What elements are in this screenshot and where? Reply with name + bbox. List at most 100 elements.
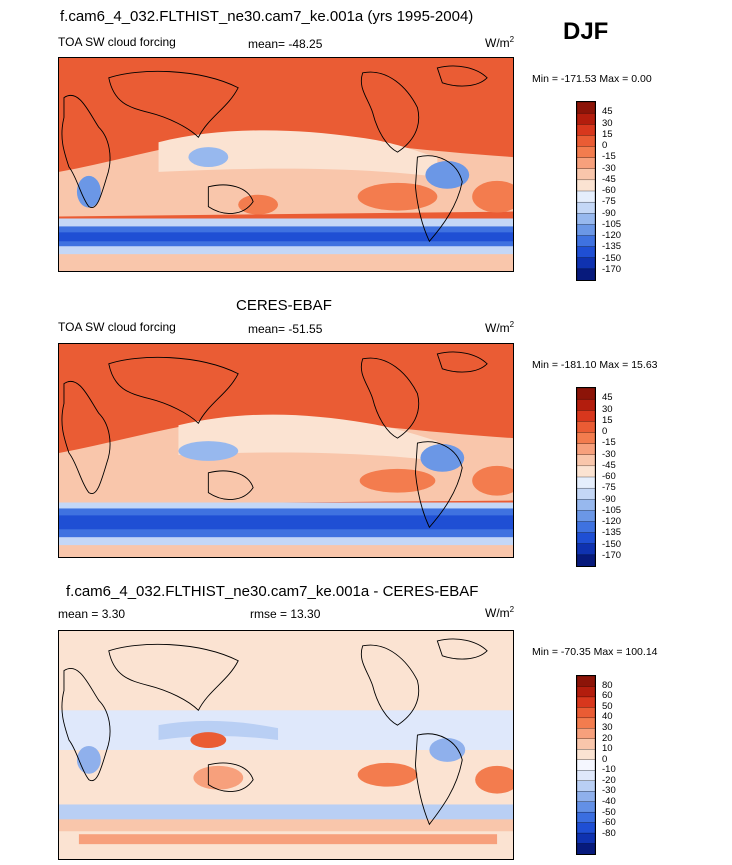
map-obs [58,343,522,558]
colorbar-tick-label: 50 [602,700,613,712]
colorbar-tick-label: -75 [602,482,616,494]
colorbar-swatch [576,759,596,771]
colorbar-swatch [576,476,596,489]
colorbar-swatch [576,146,596,159]
colorbar-tick-label: -120 [602,516,622,527]
colorbar-tick-label: 30 [602,117,613,129]
colorbar-tick-label: 60 [602,690,613,702]
colorbar-tick-label: 45 [602,392,613,404]
colorbar-swatch [576,432,596,445]
colorbar-swatch [576,738,596,750]
colorbar-swatch [576,465,596,478]
colorbar-swatch [576,190,596,203]
colorbar-tick-label: 10 [602,743,613,755]
colorbar-swatch [576,749,596,761]
case-title: f.cam6_4_032.FLTHIST_ne30.cam7_ke.001a (… [60,8,474,25]
colorbar-tick-label: -80 [602,827,616,839]
colorbar-swatch [576,213,596,225]
colorbar-swatch [576,780,596,792]
minmax-label: Min = -181.10 Max = 15.63 [532,359,658,371]
colorbar-swatch [576,179,596,192]
colorbar-swatch [576,135,596,147]
colorbar-swatch [576,101,596,114]
colorbar-swatch [576,487,596,500]
colorbar-swatch [576,224,596,236]
colorbar-swatch [576,168,596,181]
colorbar-swatch [576,124,596,136]
minmax-label: Min = -70.35 Max = 100.14 [532,646,658,658]
colorbar-swatch [576,387,596,400]
map-model [58,57,522,272]
colorbar-swatch [576,532,596,545]
colorbar-swatch [576,728,596,740]
colorbar-swatch [576,421,596,433]
colorbar-swatch [576,843,596,855]
colorbar-tick-label: -60 [602,817,616,829]
colorbar-tick-label: -170 [602,549,622,561]
mean-label: mean= -51.55 [248,322,323,336]
colorbar-swatch [576,268,596,281]
colorbar-tick-label: -150 [602,538,622,550]
colorbar-tick-label: 30 [602,403,613,415]
colorbar-tick-label: -50 [602,806,616,818]
colorbar-swatch [576,686,596,698]
colorbar-tick-label: -30 [602,162,616,174]
season-label: DJF [563,18,609,45]
colorbar-tick-label: -15 [602,437,616,449]
field-label: TOA SW cloud forcing [58,320,176,334]
colorbar-swatch [576,510,596,522]
field-label: TOA SW cloud forcing [58,35,176,49]
colorbar-tick-label: 20 [602,732,613,744]
colorbar-tick-label: -135 [602,241,622,253]
colorbar-tick-label: -135 [602,527,622,539]
colorbar-swatch [576,832,596,844]
mean-label: mean = 3.30 [58,607,126,621]
colorbar-tick-label: -20 [602,774,616,786]
colorbar-model [576,101,596,281]
colorbar-swatch [576,157,596,170]
colorbar-tick-label: -90 [602,493,616,505]
colorbar-swatch [576,454,596,467]
colorbar-swatch [576,801,596,813]
colorbar-tick-label: -60 [602,471,616,482]
panel-title: CERES-EBAF [236,297,332,314]
colorbar-tick-label: -45 [602,459,616,471]
colorbar-swatch [576,543,596,556]
colorbar-tick-label: -120 [602,230,622,241]
colorbar-swatch [576,822,596,834]
colorbar-tick-label: -170 [602,263,622,275]
colorbar-swatch [576,707,596,719]
colorbar-tick-label: -90 [602,207,616,219]
colorbar-tick-label: 0 [602,426,608,437]
colorbar-tick-label: 40 [602,711,613,723]
colorbar-diff [576,675,596,855]
mean-label: mean= -48.25 [248,37,323,51]
colorbar-obs [576,387,596,567]
rmse-label: rmse = 13.30 [250,607,321,621]
colorbar-tick-label: 80 [602,679,613,691]
colorbar-tick-label: -45 [602,173,616,185]
colorbar-swatch [576,675,596,687]
units-label: W/m2 [485,320,515,335]
colorbar-swatch [576,443,596,456]
colorbar-tick-label: 0 [602,753,608,765]
colorbar-tick-label: 15 [602,128,613,140]
colorbar-swatch [576,398,596,411]
colorbar-swatch [576,410,596,422]
colorbar-tick-label: -105 [602,504,622,516]
colorbar-tick-label: 0 [602,140,608,151]
map-diff [58,630,519,860]
colorbar-tick-label: -75 [602,196,616,208]
colorbar-tick-label: 45 [602,106,613,118]
colorbar-tick-label: -30 [602,785,616,797]
colorbar-swatch [576,246,596,259]
colorbar-swatch [576,791,596,803]
colorbar-tick-label: -10 [602,764,616,776]
colorbar-tick-label: 30 [602,721,613,733]
colorbar-swatch [576,554,596,567]
colorbar-swatch [576,521,596,534]
units-label: W/m2 [485,605,515,620]
units-label: W/m2 [485,35,515,50]
panel-title: f.cam6_4_032.FLTHIST_ne30.cam7_ke.001a -… [66,583,479,600]
colorbar-tick-label: -150 [602,252,622,264]
